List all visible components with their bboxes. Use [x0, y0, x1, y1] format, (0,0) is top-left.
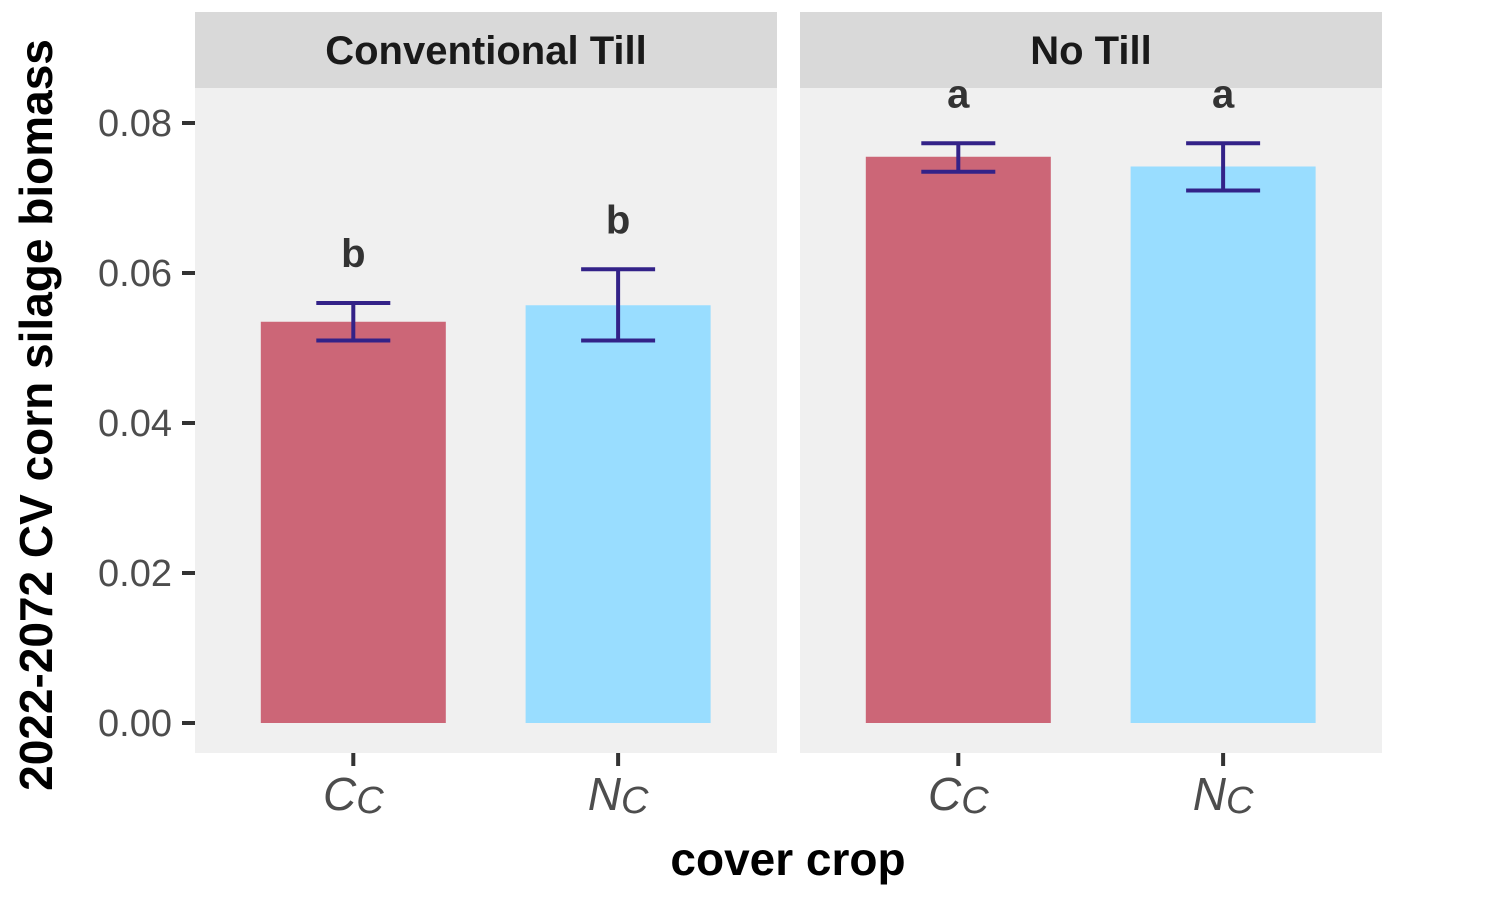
y-axis-title: 2022-2072 CV corn silage biomass [10, 39, 62, 791]
significance-letter: a [947, 72, 970, 116]
facet-strip-label: No Till [1030, 29, 1151, 73]
error-bar [581, 267, 656, 343]
facet-strip-label: Conventional Till [325, 29, 647, 73]
facet-panels: Conventional Till b CC b NC No Till a CC a NC [195, 12, 1382, 822]
error-bar [921, 141, 996, 174]
facet-panel: No Till a CC a NC [800, 12, 1382, 822]
bar-cc [865, 156, 1051, 723]
facet-panel: Conventional Till b CC b NC [195, 12, 777, 822]
significance-letter: b [606, 198, 630, 242]
bar-cc [260, 321, 446, 723]
y-tick-label: 0.02 [98, 553, 172, 595]
y-tick-label: 0.08 [98, 103, 172, 145]
x-tick-label: CC [928, 768, 989, 822]
x-axis-title: cover crop [670, 833, 905, 885]
facet-strip [800, 12, 1382, 88]
x-tick-label: NC [588, 768, 649, 822]
significance-letter: b [341, 232, 365, 276]
error-bar [316, 301, 391, 343]
facet-strip [195, 12, 777, 88]
x-tick-label: NC [1193, 768, 1254, 822]
x-tick-label: CC [323, 768, 384, 822]
y-tick-label: 0.06 [98, 253, 172, 295]
y-tick-label: 0.00 [98, 703, 172, 745]
bar-nc [525, 305, 711, 723]
error-bar [1186, 141, 1261, 193]
y-tick-label: 0.04 [98, 403, 172, 445]
bar-nc [1130, 166, 1316, 723]
significance-letter: a [1212, 72, 1235, 116]
y-axis: 0.00 0.02 0.04 0.06 0.08 [98, 103, 195, 745]
